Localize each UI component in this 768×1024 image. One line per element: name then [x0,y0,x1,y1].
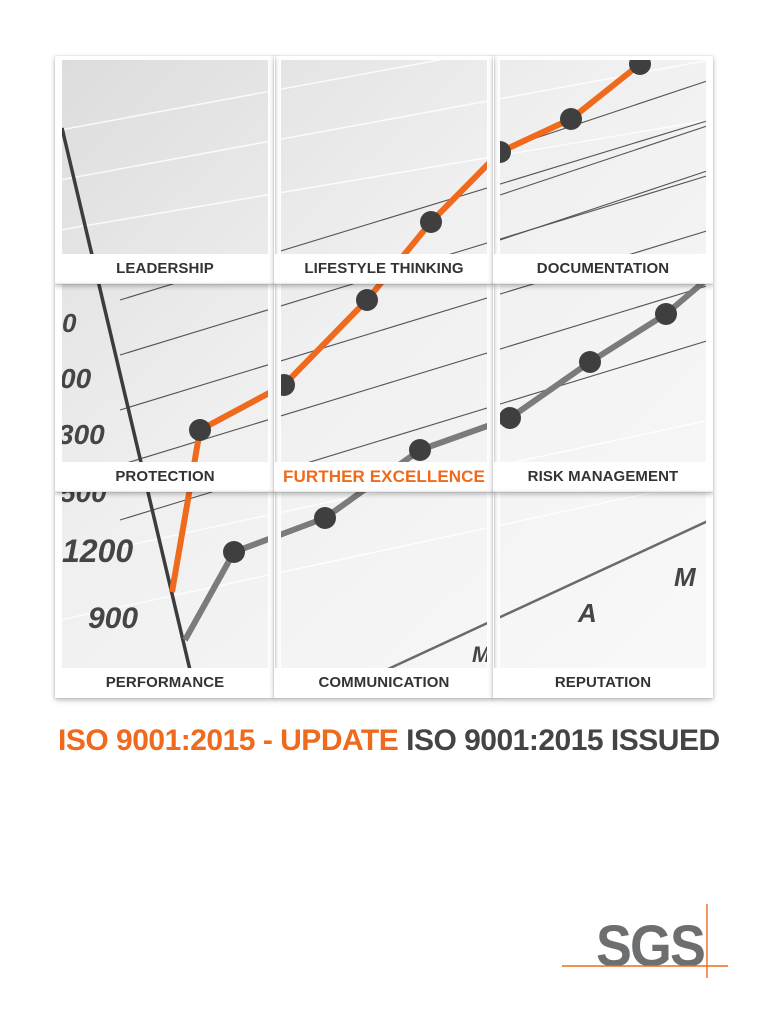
tile-label: PROTECTION [55,462,275,492]
tile-performance: PERFORMANCE [55,492,275,698]
tick-label: 00 [60,363,92,394]
tile-label: LEADERSHIP [55,254,275,284]
tile-documentation: DOCUMENTATION [493,56,713,284]
tile-label: RISK MANAGEMENT [493,462,713,492]
tile-lifestyle-thinking: LIFESTYLE THINKING [274,56,494,284]
headline-highlight: ISO 9001:2015 - UPDATE [58,724,399,757]
tile-reputation: REPUTATION [493,492,713,698]
logo-text: SGS [596,914,704,979]
tile-leadership: LEADERSHIP [55,56,275,284]
tile-label: LIFESTYLE THINKING [274,254,494,284]
headline: ISO 9001:2015 - UPDATE ISO 9001:2015 ISS… [58,724,720,758]
month-label: M [674,562,697,592]
tick-label: 900 [88,602,138,635]
headline-title: ISO 9001:2015 ISSUED [406,724,720,757]
tile-protection: PROTECTION [55,284,275,492]
month-label: A [577,598,597,628]
tile-risk-management: RISK MANAGEMENT [493,284,713,492]
tile-label: REPUTATION [493,668,713,698]
tile-label-highlight: FURTHER EXCELLENCE [274,462,494,492]
sgs-logo: SGS [562,904,728,979]
tick-label: 300 [58,419,105,450]
tick-label: 0 [62,308,77,338]
month-label: M [472,642,491,667]
tile-communication: COMMUNICATION [274,492,494,698]
tile-label: COMMUNICATION [274,668,494,698]
tile-label: PERFORMANCE [55,668,275,698]
tile-label: DOCUMENTATION [493,254,713,284]
tile-further-excellence: FURTHER EXCELLENCE [274,284,494,492]
tick-label: 1200 [62,533,133,569]
